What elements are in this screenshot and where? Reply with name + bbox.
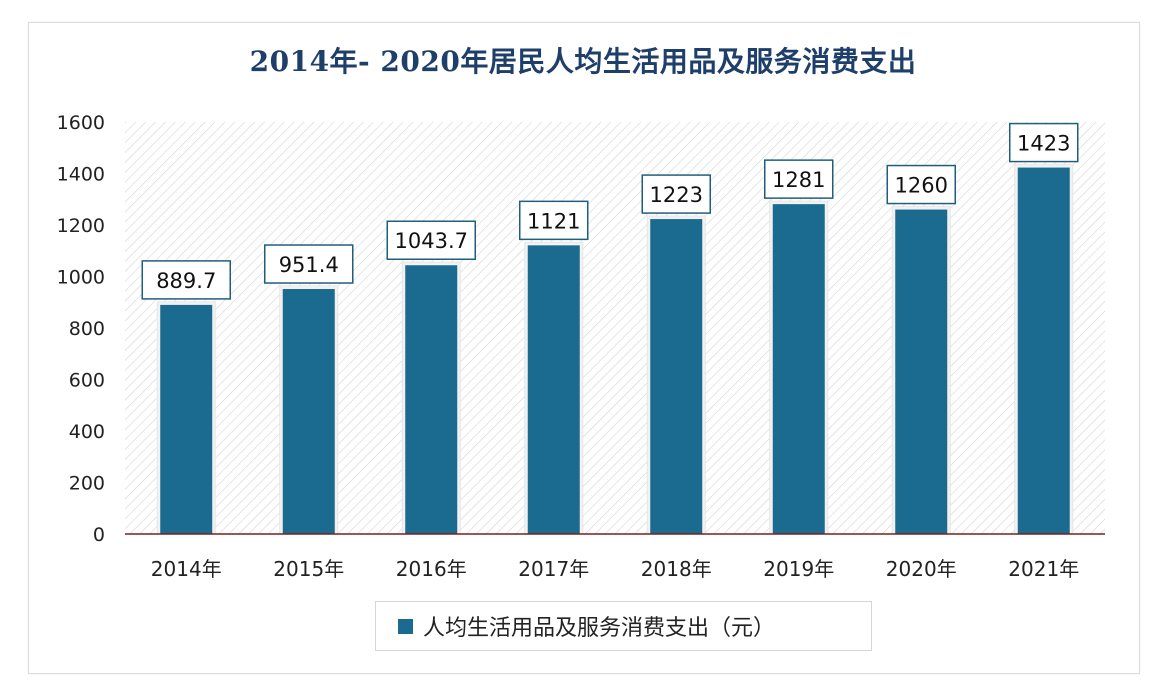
x-tick-label: 2018年 (641, 557, 712, 581)
y-axis: 0 200 400 600 800 1000 1200 1400 1600 (57, 112, 105, 546)
y-tick-label: 1400 (57, 164, 105, 186)
data-label-box (519, 200, 589, 241)
data-label-box (264, 244, 354, 284)
data-label: 1423 (1017, 132, 1070, 156)
y-tick-label: 600 (69, 370, 105, 392)
bar (650, 219, 703, 534)
plot-area-background (125, 122, 1105, 534)
data-label-box (1009, 122, 1079, 163)
x-axis: 2014年 2015年 2016年 2017年 2018年 2019年 2020年 2021年 (151, 557, 1079, 581)
x-tick-label: 2014年 (151, 557, 222, 581)
y-tick-label: 200 (69, 473, 105, 495)
bar (527, 245, 580, 534)
data-label-box (886, 164, 956, 205)
y-tick-label: 0 (93, 524, 105, 546)
x-tick-label: 2015年 (273, 557, 344, 581)
data-label-box (386, 220, 476, 260)
x-tick-label: 2020年 (886, 557, 957, 581)
data-label-box (641, 174, 711, 214)
bars: 889.7 951.4 1043.7 1121 1223 1281 1260 1423 (141, 122, 1079, 535)
data-label: 1223 (650, 183, 703, 207)
y-tick-label: 1000 (57, 267, 105, 289)
data-label-box (764, 159, 834, 199)
x-tick-label: 2019年 (763, 557, 834, 581)
x-tick-label: 2021年 (1008, 557, 1079, 581)
x-tick-label: 2017年 (518, 557, 589, 581)
data-label-box (141, 260, 231, 300)
bar (282, 289, 335, 534)
bar (895, 209, 948, 535)
bar (160, 304, 213, 534)
data-label: 1260 (895, 174, 948, 198)
legend-swatch (398, 618, 413, 634)
legend-label: 人均生活用品及服务消费支出（元） (423, 616, 776, 641)
data-label: 889.7 (156, 269, 216, 293)
bar (405, 265, 458, 534)
data-label: 1281 (772, 168, 825, 192)
bar (1017, 167, 1070, 534)
legend: 人均生活用品及服务消费支出（元） (375, 601, 872, 651)
bar (772, 204, 825, 534)
chart-title: 2014年- 2020年居民人均生活用品及服务消费支出 (249, 45, 917, 78)
y-tick-label: 400 (69, 421, 105, 443)
y-tick-label: 800 (69, 318, 105, 340)
y-tick-label: 1600 (57, 112, 105, 134)
y-tick-label: 1200 (57, 215, 105, 237)
data-label: 951.4 (279, 253, 339, 277)
data-label: 1121 (527, 209, 580, 233)
data-label: 1043.7 (395, 229, 468, 253)
x-tick-label: 2016年 (396, 557, 467, 581)
